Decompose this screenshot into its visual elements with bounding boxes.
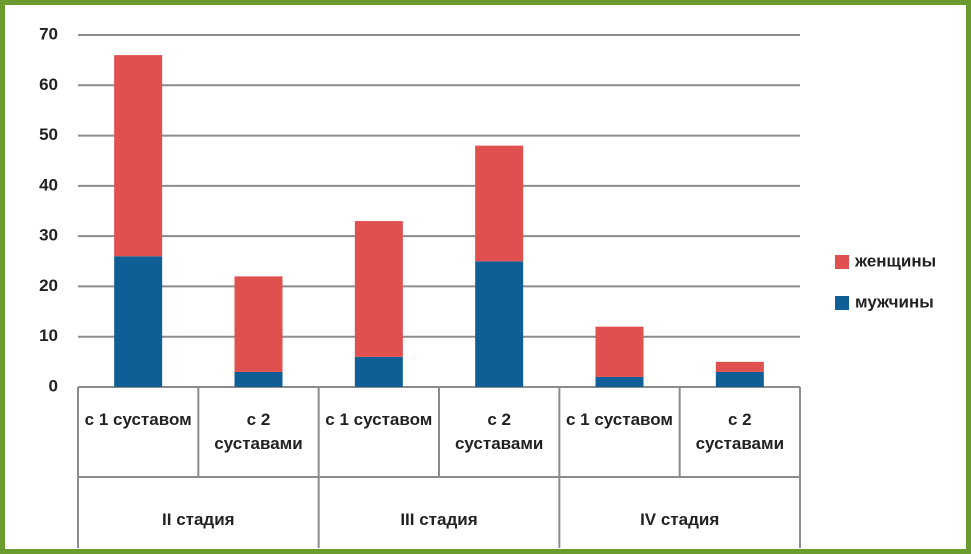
x-tick-label: с 2 суставами <box>695 410 785 453</box>
y-tick-label: 30 <box>39 226 58 245</box>
legend-label: мужчины <box>855 292 934 311</box>
x-tick-label: с 1 суставом <box>565 410 674 429</box>
group-label: IV стадия <box>640 510 720 529</box>
bar <box>114 55 163 257</box>
legend-swatch <box>835 296 849 310</box>
bar <box>715 371 764 387</box>
x-tick-label: с 1 суставом <box>325 410 433 429</box>
x-tick-label: с 2 суставами <box>214 410 303 453</box>
y-tick-label: 20 <box>39 276 58 295</box>
bar <box>595 376 644 387</box>
y-tick-label: 10 <box>39 326 58 345</box>
y-tick-label: 60 <box>39 75 58 94</box>
bar <box>114 256 163 387</box>
bar <box>595 326 644 377</box>
y-tick-label: 50 <box>39 125 58 144</box>
y-tick-label: 70 <box>39 24 58 43</box>
legend-label: женщины <box>854 251 936 270</box>
x-tick-label: с 2 суставами <box>454 410 544 453</box>
y-tick-label: 40 <box>39 175 58 194</box>
bar <box>715 361 764 372</box>
y-tick-label: 0 <box>49 376 58 395</box>
bar <box>354 356 403 387</box>
group-label: II стадия <box>162 510 235 529</box>
x-tick-label: с 1 суставом <box>84 410 192 429</box>
bar <box>234 276 283 372</box>
group-label: III стадия <box>400 510 478 529</box>
bar <box>475 261 524 387</box>
bar <box>475 145 524 262</box>
bar <box>234 371 283 387</box>
legend-swatch <box>835 255 849 269</box>
bar <box>354 221 403 357</box>
